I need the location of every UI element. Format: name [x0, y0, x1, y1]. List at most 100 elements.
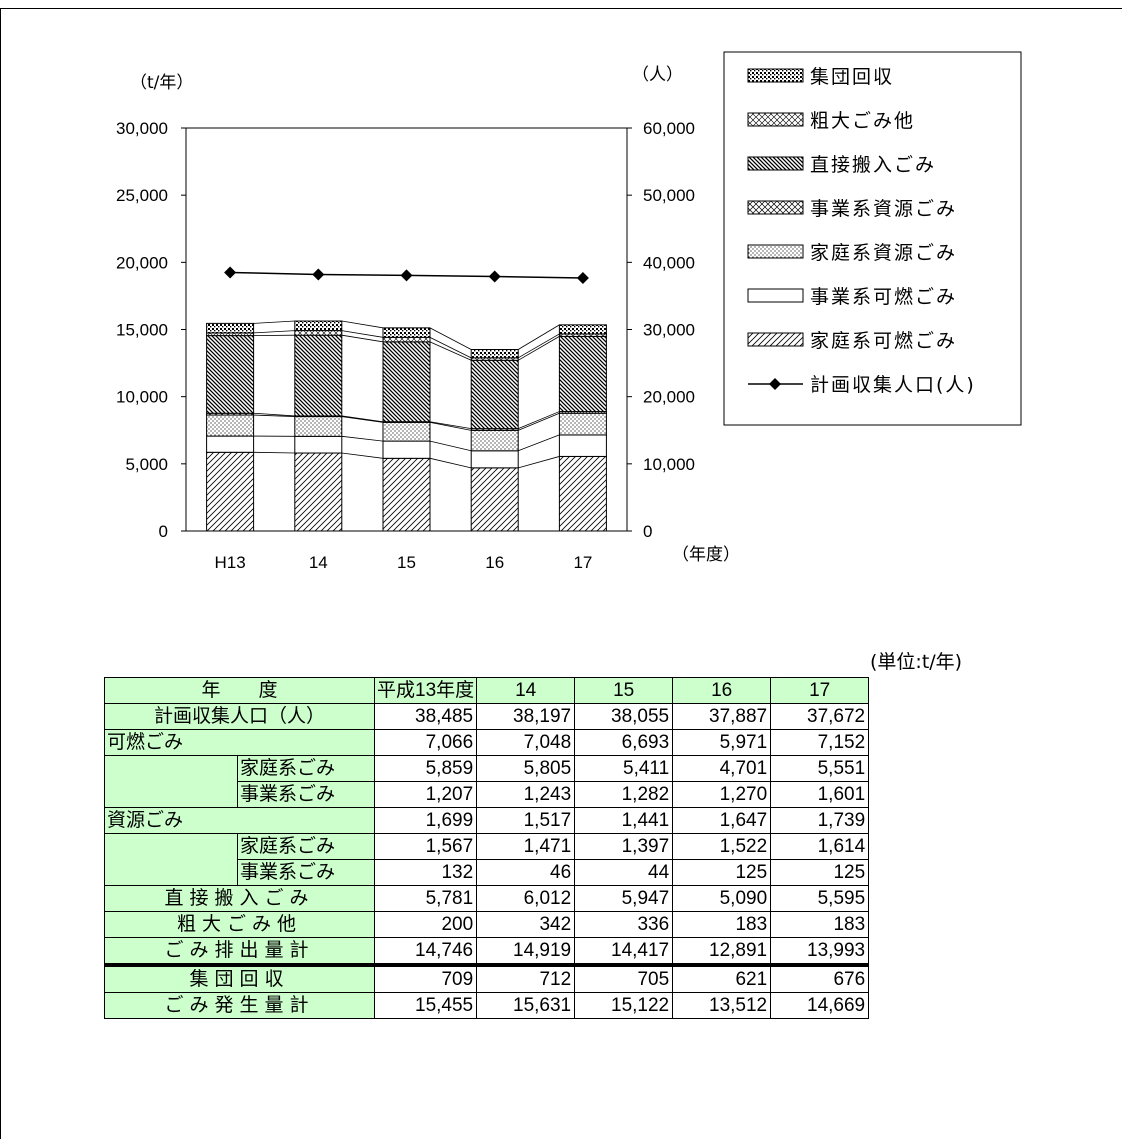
header-label: 年 度 — [104, 677, 375, 704]
series-connector — [518, 456, 560, 469]
row-value: 5,971 — [672, 729, 772, 756]
row-value: 37,887 — [672, 703, 772, 730]
bar-segment — [206, 451, 255, 532]
header-year: 14 — [476, 677, 576, 704]
row-value: 342 — [476, 911, 576, 938]
row-value: 14,919 — [476, 937, 576, 966]
series-connector — [517, 324, 560, 350]
bar-segment — [470, 348, 519, 359]
row-value: 14,669 — [770, 992, 870, 1019]
row-indent — [104, 833, 238, 860]
right-tick-label: 20,000 — [643, 388, 695, 407]
table-header-row: 年 度平成13年度 14 15 16 17 — [104, 677, 870, 704]
row-value: 38,485 — [373, 703, 478, 730]
bar-segment — [382, 421, 431, 442]
row-value: 183 — [672, 911, 772, 938]
row-sublabel: 事業系ごみ — [237, 781, 375, 808]
row-value: 15,122 — [574, 992, 674, 1019]
series-connector — [429, 421, 472, 430]
x-tick-label: 16 — [485, 553, 504, 572]
row-indent — [104, 859, 238, 886]
table-row: 資源ごみ 1,699 1,517 1,441 1,647 1,739 — [104, 807, 870, 834]
row-value: 5,551 — [770, 755, 870, 782]
series-connector — [341, 435, 384, 442]
row-label: ごみ発生量計 — [104, 992, 375, 1019]
bar-segment — [382, 336, 431, 343]
row-label: 資源ごみ — [104, 807, 375, 834]
row-value: 200 — [373, 911, 478, 938]
legend-entry: 事業系資源ごみ — [810, 198, 957, 220]
right-axis-label: （人） — [632, 65, 683, 85]
series-connector — [341, 330, 384, 338]
legend-entry: 計画収集人口(人) — [810, 374, 976, 396]
row-value: 5,805 — [476, 755, 576, 782]
row-value: 14,746 — [373, 937, 478, 966]
row-value: 44 — [574, 859, 674, 886]
row-value: 125 — [672, 859, 772, 886]
series-connector — [429, 421, 472, 431]
series-connector — [429, 440, 472, 452]
left-tick-label: 10,000 — [116, 388, 168, 407]
table-row: 計画収集人口（人） 38,485 38,197 38,055 37,887 37,672 — [104, 703, 870, 730]
row-value: 621 — [672, 963, 772, 993]
row-value: 705 — [574, 963, 674, 993]
table-row: 事業系ごみ 132 46 44 125 125 — [104, 859, 870, 886]
row-value: 709 — [373, 963, 478, 993]
series-connector — [253, 414, 295, 417]
bar-segment — [206, 335, 255, 414]
legend-entry: 集団回収 — [810, 66, 894, 88]
series-connector — [341, 416, 384, 423]
legend-box — [723, 51, 1022, 426]
series-connector — [429, 457, 472, 469]
figure-frame — [0, 8, 1122, 1139]
series-connector — [341, 334, 384, 343]
row-value: 38,197 — [476, 703, 576, 730]
row-value: 5,947 — [574, 885, 674, 912]
unit-note: (単位:t/年) — [870, 651, 963, 673]
bar-segment — [558, 434, 607, 457]
series-connector — [517, 336, 560, 361]
population-marker — [400, 269, 413, 282]
bar-segment — [382, 440, 431, 459]
series-connector — [253, 320, 295, 324]
bar-segment — [382, 457, 431, 532]
row-label: 直接搬入ごみ — [104, 885, 375, 912]
table-row: 家庭系ごみ 5,859 5,805 5,411 4,701 5,551 — [104, 755, 870, 782]
row-value: 1,647 — [672, 807, 772, 834]
table-row: 集団回収 709 712 705 621 676 — [104, 963, 870, 993]
series-connector — [429, 341, 472, 361]
right-tick-label: 0 — [643, 522, 652, 541]
legend: 集団回収粗大ごみ他直接搬入ごみ事業系資源ごみ家庭系資源ごみ事業系可燃ごみ家庭系可… — [723, 51, 1022, 426]
row-value: 7,048 — [476, 729, 576, 756]
right-tick-label: 30,000 — [643, 321, 695, 340]
bar-segment — [206, 435, 255, 453]
header-year: 17 — [770, 677, 870, 704]
row-value: 12,891 — [672, 937, 772, 966]
population-marker — [312, 268, 325, 281]
series-connector — [341, 320, 384, 329]
table-row: 家庭系ごみ 1,567 1,471 1,397 1,522 1,614 — [104, 833, 870, 860]
population-marker — [488, 270, 501, 283]
legend-marker — [769, 378, 781, 390]
bar-segment — [558, 412, 607, 436]
x-tick-label: H13 — [215, 553, 246, 572]
population-marker — [224, 266, 237, 279]
row-value: 7,066 — [373, 729, 478, 756]
table-row: ごみ排出量計 14,746 14,919 14,417 12,891 13,993 — [104, 937, 870, 966]
row-label: 集団回収 — [104, 963, 375, 993]
row-value: 5,595 — [770, 885, 870, 912]
row-value: 15,631 — [476, 992, 576, 1019]
series-connector — [253, 451, 295, 454]
bar-segment — [382, 341, 431, 423]
legend-swatch — [747, 200, 804, 215]
row-value: 5,781 — [373, 885, 478, 912]
bar-segment — [558, 455, 607, 532]
waste-chart: 0 5,000 10,000 15,000 20,000 25,000 30,000 0 10,… — [116, 51, 1022, 572]
table-row: 直接搬入ごみ 5,781 6,012 5,947 5,090 5,595 — [104, 885, 870, 912]
row-value: 1,397 — [574, 833, 674, 860]
row-value: 1,243 — [476, 781, 576, 808]
series-connector — [429, 327, 472, 350]
bar-segment — [470, 467, 519, 532]
header-year: 平成13年度 — [373, 677, 478, 704]
bar-segment — [294, 334, 343, 417]
